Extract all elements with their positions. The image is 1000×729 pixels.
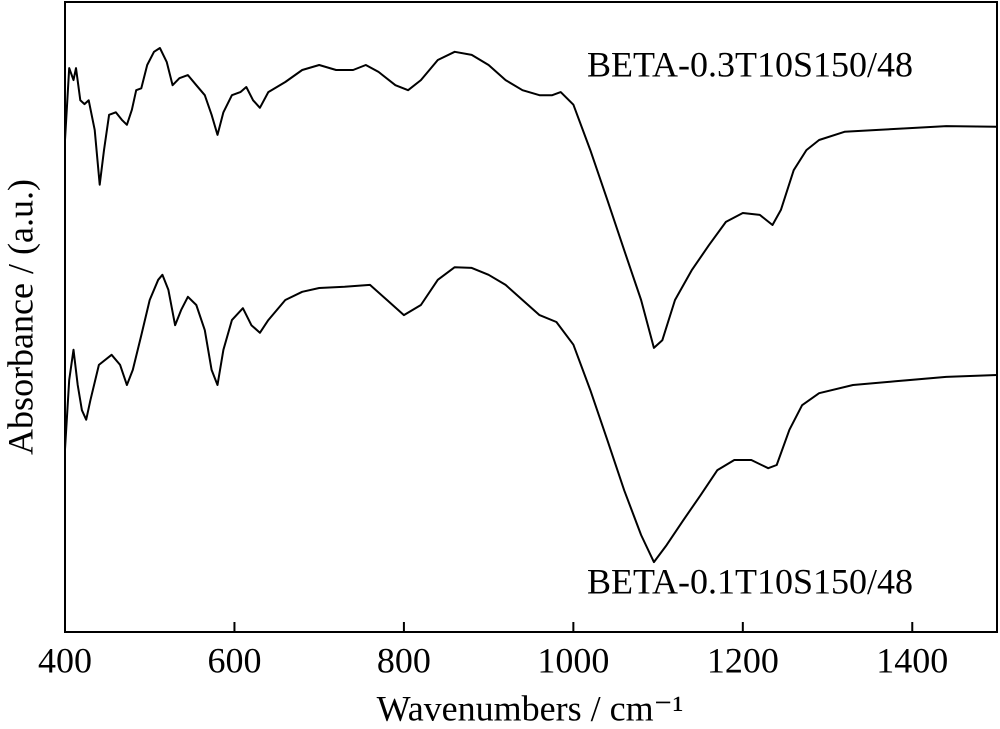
spectrum-line (64, 266, 998, 564)
series-label: BETA-0.3T10S150/48 (587, 44, 913, 84)
x-tick-label: 1200 (707, 640, 779, 680)
x-tick-label: 400 (38, 640, 92, 680)
spectrum-line (64, 47, 998, 349)
x-tick-label: 800 (377, 640, 431, 680)
y-axis-label: Absorbance / (a.u.) (0, 179, 40, 455)
series-label: BETA-0.1T10S150/48 (587, 561, 913, 601)
x-axis-label: Wavenumbers / cm⁻¹ (377, 688, 684, 728)
x-tick-label: 600 (207, 640, 261, 680)
x-tick-label: 1400 (876, 640, 948, 680)
plot-frame (64, 1, 998, 633)
x-tick-label: 1000 (537, 640, 609, 680)
